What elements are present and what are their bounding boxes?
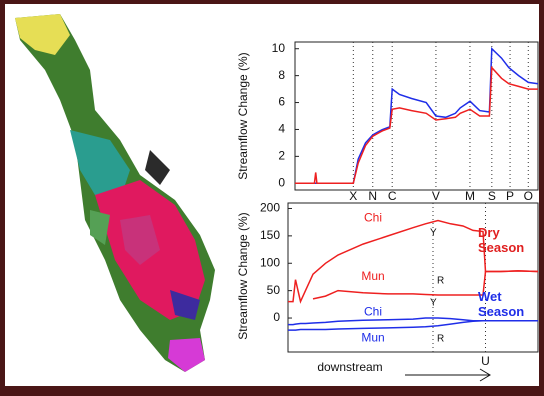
x-tick-label: C — [388, 189, 397, 203]
y-tick-label: 8 — [278, 68, 285, 82]
x-tick-label: V — [432, 189, 440, 203]
series-label: Mun — [361, 331, 384, 345]
y-tick-label: 200 — [260, 201, 280, 215]
series-label: Mun — [361, 269, 384, 283]
annotation: R — [437, 334, 444, 345]
x-tick-label: U — [481, 354, 490, 368]
series-label: Chi — [364, 210, 382, 224]
y-axis-label: Streamflow Change (%) — [236, 52, 250, 179]
y-tick-label: 0 — [273, 310, 280, 324]
chart: Streamflow Change (%) Streamflow Change … — [0, 0, 544, 391]
y-tick-label: 0 — [278, 175, 285, 189]
y-tick-label: 150 — [260, 228, 280, 242]
x-tick-label: N — [368, 189, 377, 203]
series-label: Chi — [364, 304, 382, 318]
y-tick-label: 50 — [267, 283, 281, 297]
x-tick-label: X — [349, 189, 357, 203]
x-tick-label: O — [524, 189, 533, 203]
y-tick-label: 2 — [278, 149, 285, 163]
x-tick-label: P — [506, 189, 514, 203]
y-tick-label: 4 — [278, 122, 285, 136]
y-axis-label: Streamflow Change (%) — [236, 212, 250, 339]
x-tick-label: S — [488, 189, 496, 203]
x-tick-label: M — [465, 189, 475, 203]
annotation: Y — [430, 228, 437, 239]
y-tick-label: 10 — [272, 41, 286, 55]
season-label: Wet Season — [478, 289, 540, 319]
season-label: Dry Season — [478, 225, 540, 255]
x-axis-label: downstream — [317, 360, 382, 374]
y-tick-label: 100 — [260, 255, 280, 269]
annotation: R — [437, 276, 444, 287]
y-tick-label: 6 — [278, 95, 285, 109]
slide: Streamflow Change (%) Streamflow Change … — [0, 0, 544, 391]
page: Streamflow Change (%) Streamflow Change … — [0, 0, 544, 391]
